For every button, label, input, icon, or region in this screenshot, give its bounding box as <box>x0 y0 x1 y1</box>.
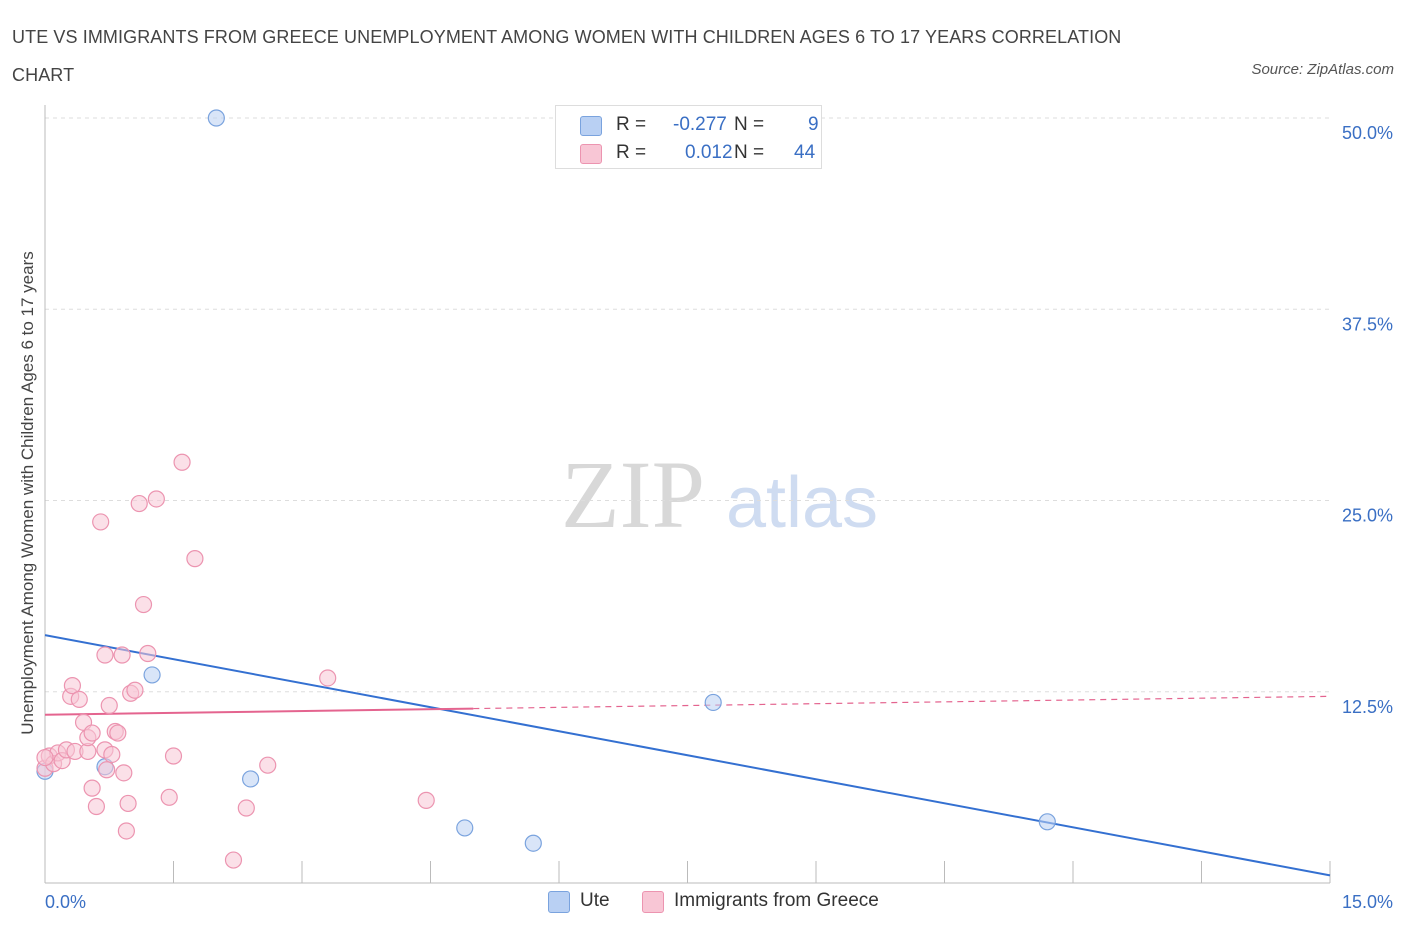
ute-n-value: 9 <box>808 114 819 135</box>
ute-legend-label: Ute <box>580 890 610 911</box>
greece-point <box>130 494 148 513</box>
ute-point <box>242 770 260 788</box>
y-tick-label: 12.5% <box>1342 697 1393 717</box>
greece-point <box>63 677 82 695</box>
watermark-atlas: atlas <box>726 463 878 543</box>
ute-point <box>704 693 722 712</box>
greece-trend-line-extension <box>473 695 1331 710</box>
stats-legend: R = -0.277 N = 9 R = 0.012 N = 44 <box>555 105 822 169</box>
greece-point <box>83 724 101 742</box>
greece-point <box>70 690 88 709</box>
ute-point <box>456 819 474 837</box>
greece-point <box>109 724 127 742</box>
greece-legend-swatch <box>642 891 664 913</box>
greece-point <box>113 646 131 664</box>
greece-point <box>417 791 435 809</box>
greece-point <box>134 595 153 614</box>
y-tick-label: 37.5% <box>1342 314 1393 334</box>
greece-point <box>147 490 165 508</box>
ute-point <box>143 666 161 684</box>
n-label: N = <box>734 142 765 163</box>
greece-point <box>115 764 133 782</box>
greece-point <box>119 794 137 813</box>
gridlines <box>45 117 1330 693</box>
greece-point <box>164 747 183 765</box>
ute-r-value: -0.277 <box>673 114 727 135</box>
greece-point <box>100 696 118 715</box>
greece-r-value: 0.012 <box>685 142 733 163</box>
y-axis-label: Unemployment Among Women with Children A… <box>18 251 37 735</box>
n-label: N = <box>734 114 765 135</box>
watermark-zip: ZIP <box>561 441 705 548</box>
x-tick-label: 15.0% <box>1342 892 1393 912</box>
greece-point <box>103 745 121 764</box>
greece-point <box>92 513 110 531</box>
greece-point <box>139 644 157 663</box>
greece-point <box>186 550 204 568</box>
trend-lines <box>44 634 1331 877</box>
watermark: ZIP atlas <box>561 441 878 548</box>
greece-point <box>126 681 144 699</box>
greece-point <box>160 788 178 806</box>
greece-legend-label: Immigrants from Greece <box>674 890 879 911</box>
greece-point <box>87 797 106 816</box>
greece-swatch <box>580 144 602 164</box>
ute-point <box>207 109 225 127</box>
ute-swatch <box>580 116 602 136</box>
chart-title: UTE VS IMMIGRANTS FROM GREECE UNEMPLOYME… <box>12 27 1122 85</box>
chart-source: Source: ZipAtlas.com <box>1251 61 1394 78</box>
ute-point <box>524 834 542 852</box>
greece-point <box>259 756 277 774</box>
ute-legend-swatch <box>548 891 570 913</box>
tick-labels: 12.5% 25.0% 37.5% 50.0% 0.0% 15.0% <box>45 123 1393 912</box>
greece-n-value: 44 <box>794 142 816 163</box>
greece-point <box>224 851 243 869</box>
y-tick-label: 25.0% <box>1342 506 1393 526</box>
y-tick-label: 50.0% <box>1342 123 1393 143</box>
greece-point <box>83 779 101 797</box>
greece-point <box>237 799 255 817</box>
r-label: R = <box>616 142 647 163</box>
ute-trend-line <box>44 634 1331 877</box>
x-tick-label: 0.0% <box>45 892 86 912</box>
data-points <box>36 109 1056 869</box>
greece-point <box>117 822 135 840</box>
greece-point <box>98 761 116 779</box>
greece-point <box>173 453 191 471</box>
greece-point <box>96 646 114 664</box>
ute-point <box>1038 813 1056 831</box>
greece-point <box>36 748 54 767</box>
greece-trend-line <box>44 707 474 716</box>
greece-point <box>319 669 337 687</box>
r-label: R = <box>616 114 647 135</box>
